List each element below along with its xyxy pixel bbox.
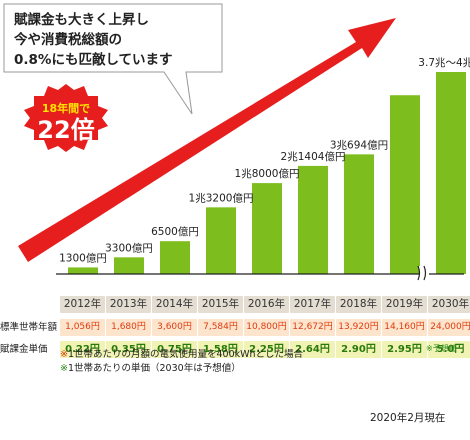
bar-2013 — [114, 257, 144, 274]
headline-line-1: 賦課金も大きく上昇し — [13, 11, 149, 28]
household-annual-row: 標準世帯年額 1,056円 1,680円 3,600円 7,584円 10,80… — [0, 319, 470, 337]
year-cell: 2017年 — [290, 296, 335, 313]
footnote-2: ※1世帯あたりの単価（2030年は予想値） — [60, 360, 241, 374]
unit-price-cell: 0.35円 — [106, 341, 151, 358]
household-cell: 14,160円 — [382, 319, 427, 336]
footnote-1-text: 1世帯あたりの月額の電気使用量を400kWhとした場合 — [67, 349, 304, 360]
bar-label-2018: 3兆694億円 — [330, 138, 388, 151]
bar-2017 — [298, 165, 328, 274]
household-cell: 24,000円 — [428, 319, 470, 336]
unit-price-cell: 0.22円 — [60, 341, 105, 358]
row-label-unit-price: 賦課金単価 — [0, 344, 48, 355]
unit-price-row: 賦課金単価 0.22円 0.35円 0.75円 1.58円 2.25円 2.64… — [0, 341, 470, 359]
badge-big-text: 22倍 — [37, 116, 94, 144]
bar-2014 — [160, 241, 190, 274]
unit-price-cell: 0.75円 — [152, 341, 197, 358]
bar-2012 — [68, 267, 98, 274]
bar-2030 — [436, 72, 466, 274]
row-label-household: 標準世帯年額 — [0, 322, 58, 333]
unit-price-cell: 5.0円 — [428, 341, 470, 358]
growth-badge: 18年間で 22倍 — [24, 84, 108, 152]
year-cell: 2016年 — [244, 296, 289, 313]
estimate-note: ※予想値 — [426, 344, 457, 353]
headline-line-2: 今や消費税総額の — [14, 31, 122, 48]
household-cell: 1,056円 — [60, 319, 105, 336]
year-cell: 2019年 — [382, 296, 427, 313]
year-cell: 2013年 — [106, 296, 151, 313]
unit-price-cell: 1.58円 — [198, 341, 243, 358]
year-cell: 2014年 — [152, 296, 197, 313]
bar-label-2016: 1兆8000億円 — [235, 167, 300, 180]
bar-2015 — [206, 207, 236, 274]
year-row: 2012年 2013年 2014年 2015年 2016年 2017年 2018… — [0, 296, 470, 314]
household-cell: 1,680円 — [106, 319, 151, 336]
unit-price-cell: 2.90円 — [336, 341, 381, 358]
bar-label-2013: 3300億円 — [105, 241, 153, 254]
year-cell: 2018年 — [336, 296, 381, 313]
bar-2018 — [344, 154, 374, 274]
speech-bubble — [3, 3, 223, 115]
footnote-2-mark: ※ — [60, 363, 68, 374]
badge-burst — [24, 84, 108, 152]
year-cell: 2012年 — [60, 296, 105, 313]
year-cell: 2030年 — [428, 296, 470, 313]
as-of-date: 2020年2月現在 — [370, 412, 446, 424]
growth-arrow — [18, 18, 396, 262]
household-cell: 7,584円 — [198, 319, 243, 336]
year-cell: 2015年 — [198, 296, 243, 313]
unit-price-cell: 2.64円 — [290, 341, 335, 358]
unit-price-cell: 2.25円 — [244, 341, 289, 358]
household-cell: 10,800円 — [244, 319, 289, 336]
headline-line-3: 0.8%にも匹敵しています — [14, 51, 173, 68]
footnote-1-mark: ※ — [60, 349, 68, 360]
household-cell: 13,920円 — [336, 319, 381, 336]
bar-label-2030: 3.7兆～4兆円 — [418, 57, 470, 69]
footnote-2-text: 1世帯あたりの単価（2030年は予想値） — [67, 363, 241, 374]
household-cell: 12,672円 — [290, 319, 335, 336]
household-cell: 3,600円 — [152, 319, 197, 336]
bar-label-2012: 1300億円 — [59, 251, 107, 264]
bar-chart: 賦課金も大きく上昇し 今や消費税総額の 0.8%にも匹敵しています 18年間で … — [3, 3, 470, 281]
unit-price-cell: 2.95円 — [382, 341, 427, 358]
badge-small-text: 18年間で — [42, 101, 90, 115]
bar-label-2017: 2兆1404億円 — [281, 150, 346, 163]
axis-break-icon — [417, 265, 429, 281]
footnote-1: ※1世帯あたりの月額の電気使用量を400kWhとした場合 — [60, 346, 303, 360]
bar-label-2014: 6500億円 — [151, 225, 199, 238]
bar-2016 — [252, 183, 282, 274]
bar-label-2015: 1兆3200億円 — [189, 191, 254, 204]
bar-2019 — [390, 95, 420, 274]
